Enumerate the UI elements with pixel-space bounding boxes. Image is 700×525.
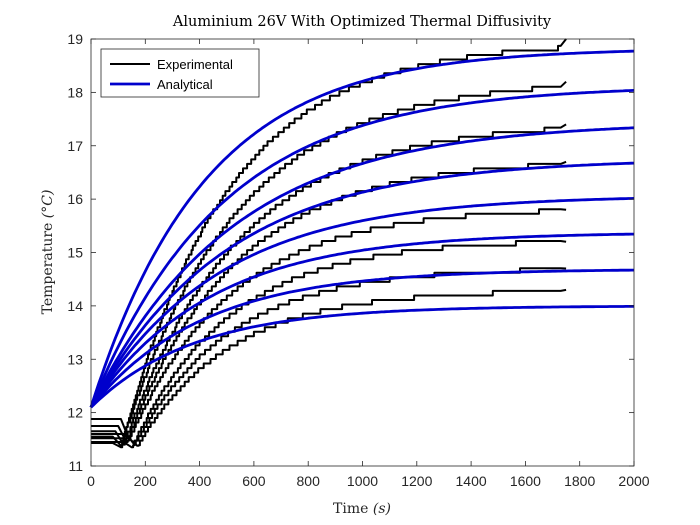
x-axis-ticks: 0 200 400 600 800 1000 1200 1400 1600 1800 2000 bbox=[87, 39, 650, 489]
x-tick-label: 2000 bbox=[618, 473, 649, 489]
y-tick-label: 14 bbox=[67, 298, 83, 314]
y-tick-label: 12 bbox=[67, 405, 83, 421]
y-axis-label-unit: (°C) bbox=[40, 190, 56, 219]
y-tick-label: 15 bbox=[67, 245, 83, 261]
x-tick-label: 1800 bbox=[564, 473, 595, 489]
analytical-line-6 bbox=[89, 232, 634, 409]
y-tick-label: 17 bbox=[67, 138, 83, 154]
experimental-line-5 bbox=[91, 208, 567, 441]
x-tick-label: 1400 bbox=[456, 473, 487, 489]
x-tick-label: 800 bbox=[297, 473, 321, 489]
analytical-series-group bbox=[89, 49, 635, 409]
y-axis-label: Temperature (°C) bbox=[40, 190, 56, 315]
experimental-line-2 bbox=[91, 80, 567, 447]
analytical-line-2 bbox=[89, 89, 635, 408]
analytical-line-7 bbox=[89, 268, 634, 409]
y-axis-label-text: Temperature bbox=[40, 218, 56, 314]
experimental-line-6 bbox=[91, 240, 567, 449]
analytical-line-1 bbox=[89, 49, 635, 408]
y-tick-label: 11 bbox=[68, 458, 83, 474]
x-tick-label: 400 bbox=[188, 473, 212, 489]
y-tick-label: 19 bbox=[67, 31, 83, 47]
y-tick-label: 13 bbox=[67, 351, 83, 367]
x-tick-label: 0 bbox=[87, 473, 95, 489]
experimental-line-8 bbox=[91, 288, 567, 447]
legend-label-experimental: Experimental bbox=[157, 57, 233, 72]
y-tick-label: 16 bbox=[67, 191, 83, 207]
x-tick-label: 1200 bbox=[401, 473, 432, 489]
y-axis-ticks: 11 12 13 14 15 16 17 18 19 bbox=[67, 31, 634, 474]
x-tick-label: 1000 bbox=[347, 473, 378, 489]
analytical-line-8 bbox=[90, 304, 634, 409]
legend: Experimental Analytical bbox=[100, 48, 260, 98]
experimental-line-1 bbox=[91, 38, 567, 449]
x-axis-label: Time (s) bbox=[333, 501, 391, 517]
x-axis-label-text: Time bbox=[333, 501, 373, 517]
legend-box bbox=[100, 48, 260, 98]
legend-label-analytical: Analytical bbox=[157, 77, 213, 92]
plot-area bbox=[91, 39, 634, 466]
experimental-line-7 bbox=[91, 267, 567, 446]
y-tick-label: 18 bbox=[67, 84, 83, 100]
chart-title: Aluminium 26V With Optimized Thermal Dif… bbox=[172, 14, 552, 30]
x-axis-label-unit: (s) bbox=[373, 501, 391, 517]
x-tick-label: 600 bbox=[242, 473, 266, 489]
analytical-line-5 bbox=[89, 197, 635, 409]
analytical-line-4 bbox=[89, 161, 635, 408]
analytical-line-3 bbox=[89, 126, 635, 408]
x-tick-label: 200 bbox=[134, 473, 158, 489]
x-tick-label: 1600 bbox=[510, 473, 541, 489]
